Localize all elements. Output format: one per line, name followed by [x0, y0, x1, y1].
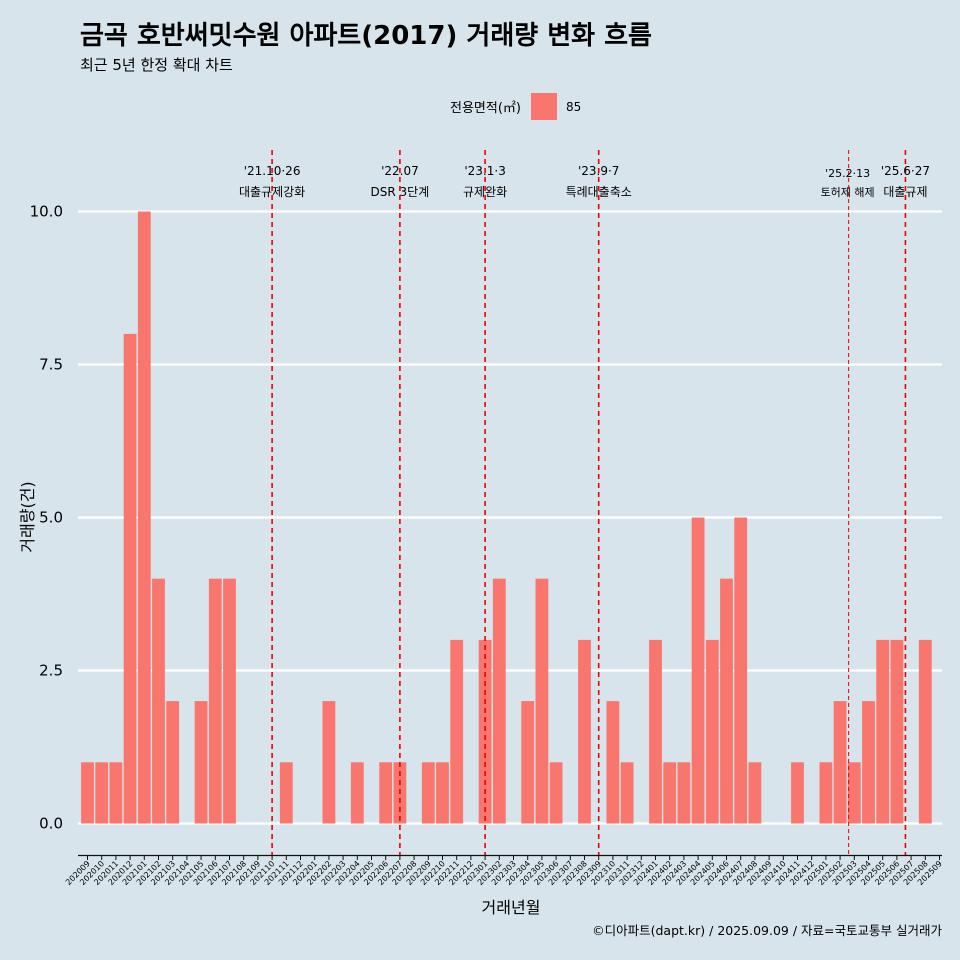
y-tick-label: 5.0: [39, 509, 63, 527]
legend-label: 85: [566, 100, 581, 114]
bar: [748, 762, 762, 824]
bar: [123, 333, 137, 824]
bar: [847, 762, 861, 824]
bar: [166, 701, 180, 824]
y-tick-label: 10.0: [30, 203, 63, 221]
bar: [109, 762, 123, 824]
event-label: 토허제 해제: [821, 185, 875, 199]
y-tick-label: 2.5: [39, 662, 63, 680]
gridlines: [78, 210, 942, 825]
event-label: 특례대출축소: [566, 185, 632, 199]
caption: ©디아파트(dapt.kr) / 2025.09.09 / 자료=국토교통부 실…: [592, 923, 942, 938]
bar: [194, 701, 208, 824]
bar: [379, 762, 393, 824]
bar: [152, 578, 165, 824]
bar: [578, 639, 591, 824]
bar: [137, 211, 151, 824]
bar: [620, 762, 634, 824]
bar: [478, 639, 492, 824]
chart-title: 금곡 호반써밋수원 아파트(2017) 거래량 변화 흐름: [80, 21, 652, 51]
bar: [549, 762, 563, 824]
event-date: '22.07: [381, 164, 419, 178]
legend-swatch: [531, 93, 557, 120]
bar: [521, 701, 535, 824]
bar: [918, 639, 932, 824]
bar: [819, 762, 833, 824]
bar: [350, 762, 364, 824]
bar: [833, 701, 847, 824]
legend-title: 전용면적(㎡): [450, 101, 521, 116]
event-label: 대출규제: [883, 185, 927, 199]
bars: [81, 211, 932, 824]
x-axis: 2020092020102020112020122021012021022021…: [64, 854, 944, 887]
bar: [791, 762, 804, 824]
bar: [421, 762, 435, 824]
bar: [208, 578, 222, 824]
y-tick-label: 0.0: [39, 815, 63, 833]
bar: [890, 639, 904, 824]
bar: [876, 639, 890, 824]
y-tick-label: 7.5: [39, 356, 63, 374]
bar: [705, 639, 719, 824]
event-label: 규제완화: [463, 185, 507, 199]
event-lines: '21.10·26 대출규제강화 '22.07 DSR 3단계 '23.1·3 규제완화 '…: [239, 150, 930, 855]
bar: [492, 578, 506, 824]
event-label: DSR 3단계: [371, 185, 430, 199]
event-date: '21.10·26: [244, 164, 301, 178]
x-axis-title: 거래년월: [482, 898, 541, 917]
bar: [691, 517, 705, 824]
bar: [223, 578, 236, 824]
event-date: '25.6·27: [881, 164, 930, 178]
event-date: '23.9·7: [578, 164, 619, 178]
y-axis: 0.0 2.5 5.0 7.5 10.0: [30, 203, 63, 833]
bar: [436, 762, 449, 824]
bar: [81, 762, 94, 824]
event-date: '25.2·13: [825, 167, 870, 180]
bar: [677, 762, 691, 824]
bar: [862, 701, 875, 824]
bar: [720, 578, 733, 824]
bar: [95, 762, 109, 824]
bar: [663, 762, 677, 824]
bar: [322, 701, 336, 824]
legend: 전용면적(㎡) 85: [450, 93, 581, 120]
bar: [606, 701, 620, 824]
bar: [450, 639, 464, 824]
event-label: 대출규제강화: [239, 185, 305, 199]
y-axis-title: 거래량(건): [18, 481, 37, 552]
chart-subtitle: 최근 5년 한정 확대 차트: [80, 56, 233, 74]
event-date: '23.1·3: [464, 164, 505, 178]
bar: [649, 639, 662, 824]
bar: [734, 517, 748, 824]
bar: [535, 578, 549, 824]
bar: [279, 762, 293, 824]
